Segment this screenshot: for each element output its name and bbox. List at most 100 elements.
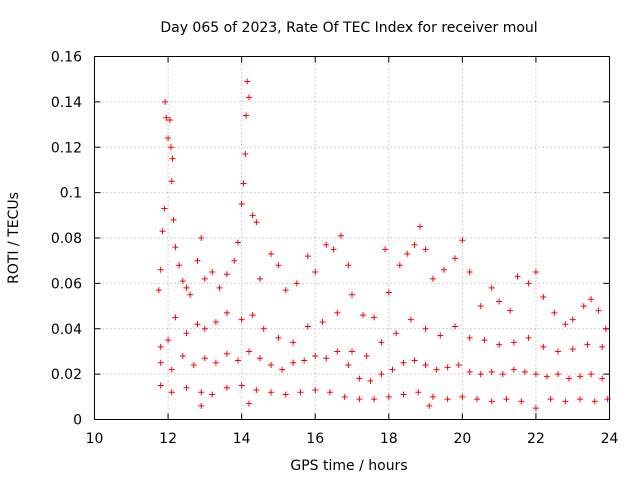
data-point — [540, 343, 547, 350]
data-point — [201, 325, 208, 332]
data-point — [540, 293, 547, 300]
data-point — [488, 368, 495, 375]
x-tick-label: 20 — [453, 431, 471, 447]
x-tick-label: 14 — [233, 431, 251, 447]
data-point — [240, 180, 247, 187]
data-point — [422, 246, 429, 253]
data-point — [223, 309, 230, 316]
data-point — [155, 287, 162, 294]
data-point — [330, 246, 337, 253]
data-point — [510, 339, 517, 346]
data-point — [157, 343, 164, 350]
data-point — [466, 368, 473, 375]
y-tick-label: 0.12 — [51, 140, 82, 156]
y-tick-label: 0.04 — [51, 322, 82, 338]
data-point — [452, 255, 458, 262]
x-tick-labels: 10 12 14 16 18 20 22 24 — [86, 431, 619, 447]
x-tick-label: 18 — [380, 431, 398, 447]
data-point — [569, 346, 576, 353]
data-point — [481, 337, 488, 344]
data-point — [566, 375, 573, 382]
data-point — [400, 359, 407, 366]
data-point — [201, 275, 208, 282]
data-point — [216, 284, 223, 291]
data-point — [238, 316, 245, 323]
data-point — [187, 291, 194, 298]
data-point — [459, 237, 466, 244]
data-point — [198, 402, 205, 409]
data-point — [257, 275, 264, 282]
data-point — [604, 396, 611, 403]
data-point — [477, 303, 484, 310]
data-point — [162, 98, 169, 105]
data-point — [304, 253, 311, 260]
data-point — [209, 391, 216, 398]
data-point — [282, 391, 289, 398]
data-point — [444, 364, 451, 371]
data-point — [488, 398, 495, 405]
data-point — [382, 246, 389, 253]
data-point — [385, 393, 392, 400]
data-point — [165, 135, 172, 142]
data-point — [411, 357, 418, 364]
y-tick-label: 0.16 — [51, 50, 82, 66]
data-point — [577, 373, 584, 380]
data-point — [521, 368, 528, 375]
data-point — [157, 359, 164, 366]
data-point — [275, 262, 282, 269]
data-point — [599, 375, 606, 382]
data-point — [532, 371, 539, 378]
data-point — [243, 112, 250, 119]
data-point — [183, 330, 190, 337]
data-point — [183, 284, 190, 291]
data-point — [591, 398, 598, 405]
data-point — [176, 262, 183, 269]
data-point — [525, 280, 532, 287]
data-point — [301, 357, 308, 364]
data-point — [179, 352, 186, 359]
data-point — [172, 244, 179, 251]
data-point — [165, 337, 172, 344]
x-axis-label: GPS time / hours — [290, 458, 407, 474]
data-point — [246, 348, 252, 355]
data-point — [198, 235, 205, 241]
data-point — [169, 155, 176, 162]
data-point — [334, 309, 341, 316]
data-point — [393, 330, 400, 337]
data-point — [290, 359, 297, 366]
data-point — [268, 250, 275, 257]
data-point — [163, 114, 170, 121]
x-tick-label: 22 — [527, 431, 545, 447]
data-point — [547, 396, 554, 403]
data-point — [238, 382, 245, 389]
data-point — [474, 396, 481, 403]
data-point — [260, 325, 267, 332]
data-point — [349, 291, 355, 298]
data-point — [223, 271, 230, 278]
data-point — [157, 266, 164, 273]
data-point — [253, 219, 260, 226]
chart-title: Day 065 of 2023, Rate Of TEC Index for r… — [160, 20, 537, 36]
y-axis-label: ROTI / TECUs — [6, 192, 22, 284]
data-point — [172, 314, 179, 321]
data-point — [417, 223, 424, 230]
y-tick-label: 0.14 — [51, 95, 82, 111]
data-point — [543, 373, 550, 380]
data-point — [249, 212, 256, 219]
data-point — [433, 366, 440, 373]
data-point — [422, 362, 429, 369]
data-point — [422, 325, 429, 332]
data-point — [602, 325, 609, 332]
data-point — [183, 384, 190, 391]
roti-series — [155, 78, 611, 412]
plot-frame — [94, 56, 610, 420]
data-point — [198, 389, 205, 396]
data-point — [161, 205, 168, 212]
data-point — [238, 200, 245, 207]
data-point — [555, 371, 561, 378]
data-point — [562, 398, 569, 405]
data-point — [415, 389, 422, 396]
data-point — [411, 241, 418, 248]
x-tick-label: 12 — [159, 431, 177, 447]
